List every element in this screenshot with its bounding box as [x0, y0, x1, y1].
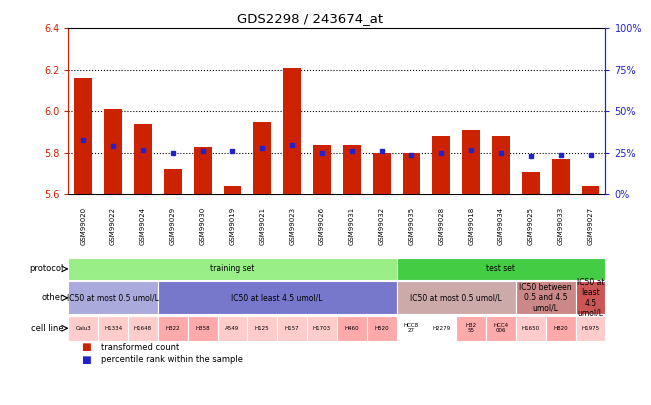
- Text: GSM99021: GSM99021: [259, 207, 266, 245]
- Bar: [432, 136, 450, 194]
- Bar: [396, 281, 516, 314]
- Bar: [217, 315, 247, 341]
- Text: H157: H157: [285, 326, 299, 331]
- Bar: [486, 315, 516, 341]
- Text: GSM99019: GSM99019: [229, 207, 236, 245]
- Bar: [307, 315, 337, 341]
- Text: H1334: H1334: [104, 326, 122, 331]
- Text: other: other: [42, 293, 64, 303]
- Text: GSM99018: GSM99018: [468, 207, 474, 245]
- Bar: [247, 315, 277, 341]
- Text: GSM99029: GSM99029: [170, 207, 176, 245]
- Text: HCC8
27: HCC8 27: [404, 323, 419, 333]
- Bar: [456, 315, 486, 341]
- Text: H820: H820: [553, 326, 568, 331]
- Bar: [337, 315, 367, 341]
- Text: IC50 at most 0.5 umol/L: IC50 at most 0.5 umol/L: [67, 293, 159, 303]
- Bar: [367, 315, 396, 341]
- Bar: [462, 130, 480, 194]
- Bar: [277, 315, 307, 341]
- Bar: [187, 315, 217, 341]
- Text: H460: H460: [344, 326, 359, 331]
- Text: GSM99026: GSM99026: [319, 207, 325, 245]
- Bar: [223, 186, 242, 194]
- Text: GSM99027: GSM99027: [587, 207, 594, 245]
- Bar: [128, 315, 158, 341]
- Bar: [343, 145, 361, 194]
- Text: GSM99020: GSM99020: [80, 207, 87, 245]
- Text: GSM99023: GSM99023: [289, 207, 295, 245]
- Bar: [492, 136, 510, 194]
- Text: protocol: protocol: [29, 264, 64, 273]
- Text: GSM99030: GSM99030: [200, 207, 206, 245]
- Bar: [194, 147, 212, 194]
- Bar: [546, 315, 575, 341]
- Text: percentile rank within the sample: percentile rank within the sample: [101, 355, 243, 364]
- Bar: [396, 315, 426, 341]
- Text: GSM99022: GSM99022: [110, 207, 116, 245]
- Text: Calu3: Calu3: [76, 326, 91, 331]
- Bar: [68, 281, 158, 314]
- Bar: [516, 315, 546, 341]
- Bar: [426, 315, 456, 341]
- Bar: [581, 186, 600, 194]
- Text: GSM99025: GSM99025: [528, 207, 534, 245]
- Bar: [575, 315, 605, 341]
- Text: H322: H322: [165, 326, 180, 331]
- Bar: [134, 124, 152, 194]
- Bar: [522, 172, 540, 194]
- Bar: [313, 145, 331, 194]
- Bar: [402, 153, 421, 194]
- Bar: [283, 68, 301, 194]
- Text: IC50 at least 4.5 umol/L: IC50 at least 4.5 umol/L: [232, 293, 323, 303]
- Text: H1703: H1703: [313, 326, 331, 331]
- Text: H358: H358: [195, 326, 210, 331]
- Bar: [74, 78, 92, 194]
- Text: H125: H125: [255, 326, 270, 331]
- Text: HCC4
006: HCC4 006: [493, 323, 508, 333]
- Text: IC50 at most 0.5 umol/L: IC50 at most 0.5 umol/L: [410, 293, 502, 303]
- Text: H1648: H1648: [134, 326, 152, 331]
- Text: ■: ■: [81, 355, 91, 364]
- Text: H2279: H2279: [432, 326, 450, 331]
- Text: GSM99031: GSM99031: [349, 207, 355, 245]
- Bar: [68, 258, 396, 280]
- Bar: [104, 109, 122, 194]
- Text: GSM99032: GSM99032: [379, 207, 385, 245]
- Text: GSM99024: GSM99024: [140, 207, 146, 245]
- Bar: [164, 169, 182, 194]
- Bar: [552, 159, 570, 194]
- Text: GSM99028: GSM99028: [438, 207, 445, 245]
- Text: IC50 between
0.5 and 4.5
umol/L: IC50 between 0.5 and 4.5 umol/L: [519, 283, 572, 313]
- Text: ■: ■: [81, 343, 91, 352]
- Text: transformed count: transformed count: [101, 343, 179, 352]
- Text: H520: H520: [374, 326, 389, 331]
- Bar: [158, 315, 187, 341]
- Bar: [158, 281, 396, 314]
- Bar: [253, 122, 271, 194]
- Text: test set: test set: [486, 264, 516, 273]
- Bar: [575, 281, 605, 314]
- Bar: [372, 153, 391, 194]
- Text: H1650: H1650: [521, 326, 540, 331]
- Text: GSM99035: GSM99035: [408, 207, 415, 245]
- Bar: [68, 315, 98, 341]
- Text: H1975: H1975: [581, 326, 600, 331]
- Text: training set: training set: [210, 264, 255, 273]
- Text: IC50 at
least
4.5
umol/L: IC50 at least 4.5 umol/L: [577, 278, 604, 318]
- Bar: [396, 258, 605, 280]
- Bar: [516, 281, 575, 314]
- Text: cell line: cell line: [31, 324, 64, 333]
- Text: GSM99034: GSM99034: [498, 207, 504, 245]
- Text: H32
55: H32 55: [465, 323, 477, 333]
- Text: GSM99033: GSM99033: [558, 207, 564, 245]
- Text: GDS2298 / 243674_at: GDS2298 / 243674_at: [237, 12, 383, 25]
- Text: A549: A549: [225, 326, 240, 331]
- Bar: [98, 315, 128, 341]
